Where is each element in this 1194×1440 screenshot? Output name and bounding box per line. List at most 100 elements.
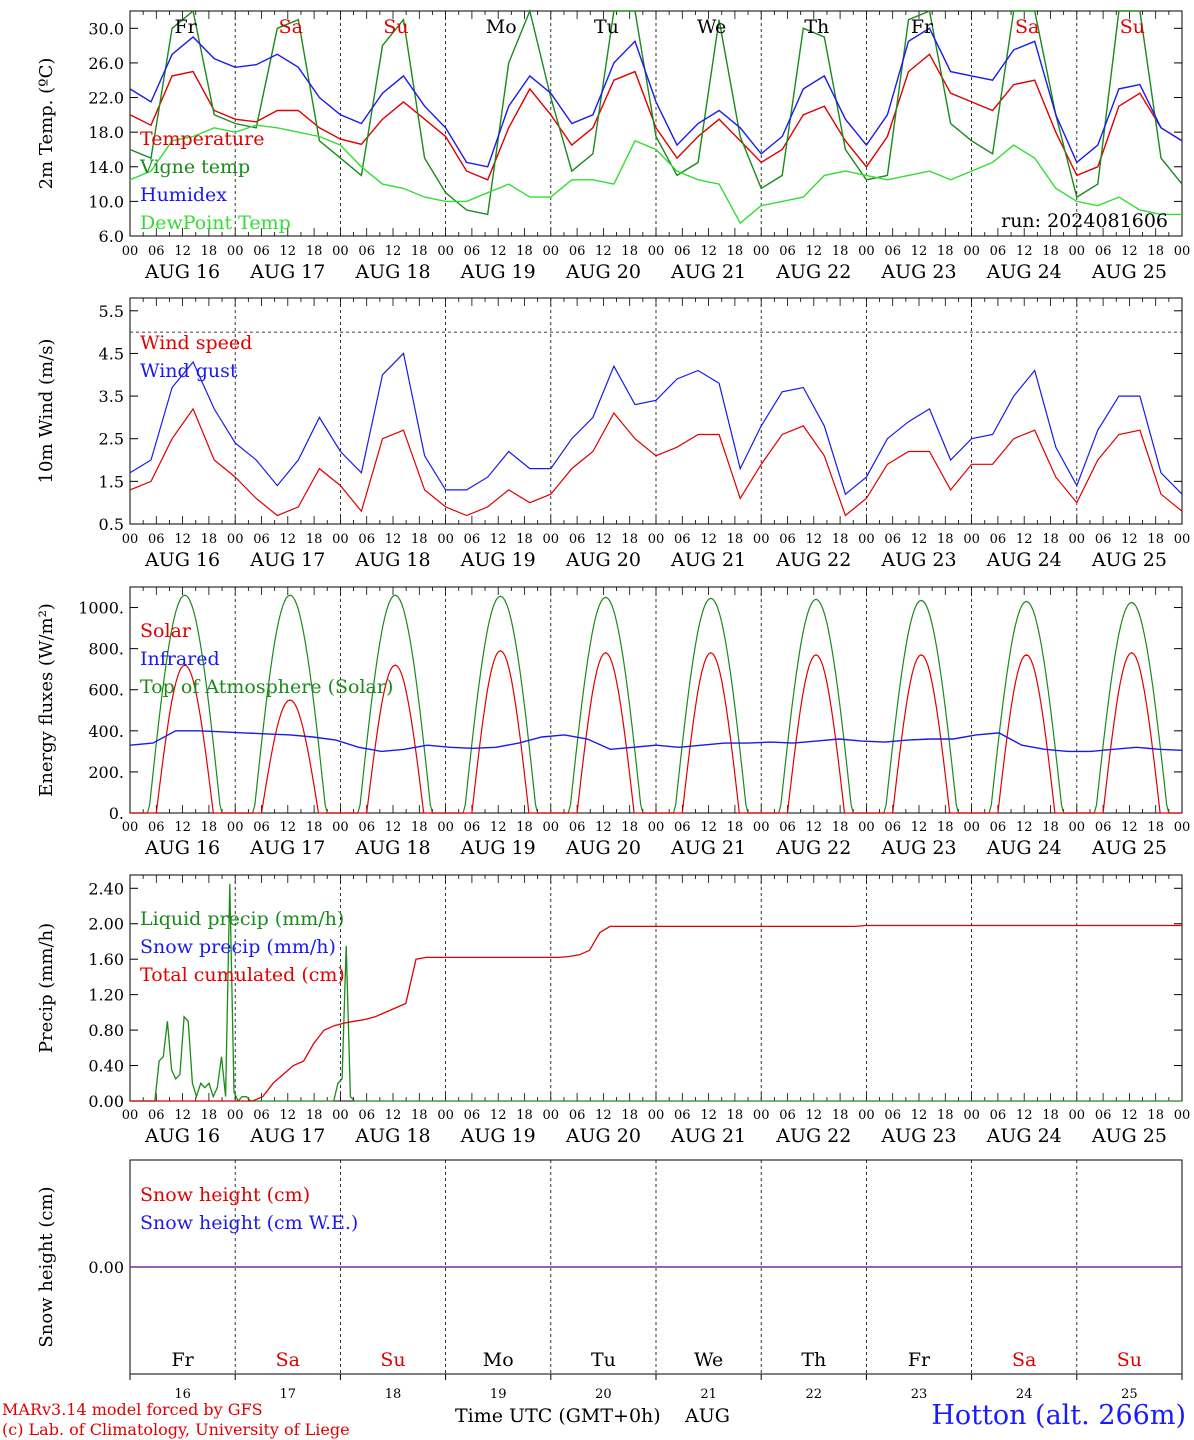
hour-tick-label: 00 [753,532,770,547]
y-tick-label: 0.40 [88,1057,124,1076]
y-tick-label: 26.0 [88,54,124,73]
hour-tick-label: 00 [1069,1108,1086,1123]
hour-tick-label: 12 [280,244,297,259]
hour-tick-label: 06 [1095,532,1112,547]
y-tick-label: 1.5 [99,472,124,491]
date-label: AUG 22 [775,837,851,859]
hour-tick-label: 12 [385,820,402,835]
hour-tick-label: 00 [1174,532,1191,547]
date-label: AUG 20 [565,837,641,859]
hour-tick-label: 18 [1147,244,1164,259]
date-label: AUG 22 [775,1125,851,1147]
hour-tick-label: 06 [358,1108,375,1123]
series-line-temperature [129,53,1183,181]
hour-tick-label: 00 [858,532,875,547]
hour-tick-label: 18 [411,244,428,259]
station-title: Hotton (alt. 266m) [931,1400,1186,1431]
y-tick-label: 6.0 [99,227,124,246]
hour-tick-label: 12 [595,532,612,547]
hour-tick-label: 00 [332,532,349,547]
y-tick-label: 5.5 [99,302,124,321]
y-tick-label: 22.0 [88,89,124,108]
date-label: AUG 21 [670,1125,746,1147]
date-label: AUG 25 [1091,1125,1167,1147]
hour-tick-label: 12 [806,244,823,259]
hour-tick-label: 06 [779,820,796,835]
date-label: AUG 18 [354,549,430,571]
hour-tick-label: 00 [648,244,665,259]
hour-tick-label: 00 [963,532,980,547]
hour-tick-label: 06 [990,244,1007,259]
y-axis-label: 2m Temp. (ºC) [36,58,57,190]
hour-tick-label: 06 [1095,244,1112,259]
date-label: AUG 21 [670,261,746,283]
hour-tick-label: 06 [464,820,481,835]
date-label: AUG 23 [880,549,956,571]
hour-tick-label: 18 [411,532,428,547]
hour-tick-label: 00 [858,820,875,835]
hour-tick-label: 00 [227,1108,244,1123]
series-line-humidex [129,27,1183,168]
hour-tick-label: 12 [385,532,402,547]
day-name-label: Fr [171,1349,194,1371]
series-line-vigne-temp [129,8,1183,216]
y-tick-label: 200. [88,763,124,782]
hour-tick-label: 18 [727,532,744,547]
day-number-label: 22 [806,1387,823,1402]
y-tick-label: 800. [88,640,124,659]
hour-tick-label: 06 [464,532,481,547]
series-line-liquid [130,883,1182,1103]
y-tick-label: 400. [88,722,124,741]
hour-tick-label: 12 [385,1108,402,1123]
date-label: AUG 19 [460,1125,536,1147]
legend-entry: Wind speed [140,332,252,354]
hour-tick-label: 06 [253,1108,270,1123]
date-label: AUG 16 [144,1125,220,1147]
hour-tick-label: 18 [832,244,849,259]
day-number-label: 19 [490,1387,507,1402]
day-name-label: Tu [591,1349,616,1371]
hour-tick-label: 12 [806,1108,823,1123]
date-label: AUG 17 [249,1125,325,1147]
hour-tick-label: 12 [595,244,612,259]
hour-tick-label: 00 [437,1108,454,1123]
date-label: AUG 24 [986,1125,1062,1147]
hour-tick-label: 18 [937,244,954,259]
hour-tick-label: 12 [595,820,612,835]
hour-tick-label: 18 [411,820,428,835]
y-tick-label: 3.5 [99,387,124,406]
copyright-credit: (c) Lab. of Climatology, University of L… [2,1420,350,1439]
hour-tick-label: 06 [148,820,165,835]
hour-tick-label: 00 [543,244,560,259]
date-label: AUG 17 [249,837,325,859]
y-tick-label: 0.5 [99,515,124,534]
hour-tick-label: 06 [1095,820,1112,835]
date-label: AUG 20 [565,549,641,571]
y-tick-label: 0.00 [88,1092,124,1111]
hour-tick-label: 12 [1016,1108,1033,1123]
legend-entry: Snow precip (mm/h) [140,936,336,958]
y-axis-label: Energy fluxes (W/m²) [36,603,57,797]
hour-tick-label: 12 [595,1108,612,1123]
day-name-label: Fr [911,16,934,38]
hour-tick-label: 18 [937,1108,954,1123]
day-name-label: Sa [1015,16,1039,38]
hour-tick-label: 12 [1016,820,1033,835]
legend-entry: Snow height (cm W.E.) [140,1212,358,1234]
y-tick-label: 600. [88,681,124,700]
hour-tick-label: 06 [884,244,901,259]
day-number-label: 20 [595,1387,612,1402]
hour-tick-label: 12 [1121,1108,1138,1123]
date-label: AUG 16 [144,549,220,571]
series-line-infrared [129,730,1183,753]
hour-tick-label: 06 [990,820,1007,835]
hour-tick-label: 18 [621,532,638,547]
day-name-label: We [694,1349,723,1371]
hour-tick-label: 06 [884,1108,901,1123]
series-line-total [130,924,1182,1102]
hour-tick-label: 06 [779,532,796,547]
hour-tick-label: 12 [911,532,928,547]
date-label: AUG 22 [775,549,851,571]
date-label: AUG 21 [670,837,746,859]
hour-tick-label: 00 [332,1108,349,1123]
